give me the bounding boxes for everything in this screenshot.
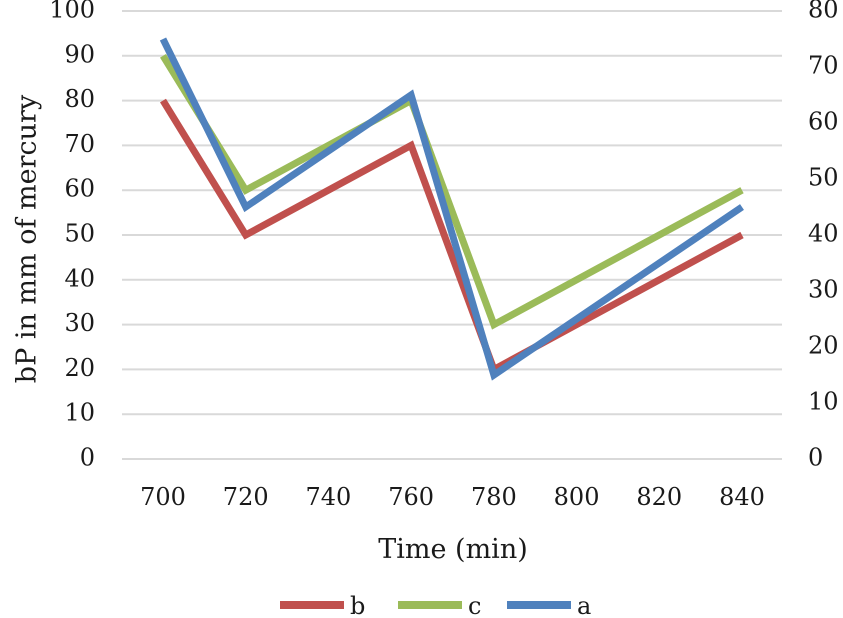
left-y-tick-label: 0	[80, 444, 95, 472]
left-y-tick-label: 100	[49, 0, 95, 24]
left-y-tick-label: 20	[64, 354, 95, 382]
right-y-tick-label: 70	[808, 52, 839, 80]
left-y-tick-label: 40	[64, 264, 95, 292]
series-line-a	[159, 37, 744, 381]
x-tick-label: 700	[140, 483, 186, 511]
left-y-tick-label: 60	[64, 175, 95, 203]
left-y-tick-label: 80	[64, 85, 95, 113]
series-lines	[159, 37, 744, 381]
x-axis-title: Time (min)	[378, 534, 528, 565]
x-tick-label: 840	[719, 483, 765, 511]
legend-label-c: c	[468, 592, 481, 618]
left-y-tick-label: 50	[64, 220, 95, 248]
x-tick-label: 780	[471, 483, 517, 511]
right-y-tick-label: 50	[808, 164, 839, 192]
right-y-tick-label: 60	[808, 108, 839, 136]
right-y-tick-label: 80	[808, 0, 839, 24]
right-y-tick-label: 40	[808, 220, 839, 248]
y-axis-title: bP in mm of mercury	[12, 94, 43, 383]
right-y-tick-label: 0	[808, 444, 823, 472]
legend-label-a: a	[577, 592, 591, 618]
x-tick-labels: 700 720 740 760 780 800 820 840	[140, 483, 765, 511]
right-y-tick-label: 20	[808, 332, 839, 360]
left-y-tick-label: 70	[64, 130, 95, 158]
x-tick-label: 820	[636, 483, 682, 511]
legend-label-b: b	[350, 592, 365, 618]
x-tick-label: 800	[554, 483, 600, 511]
left-y-tick-label: 90	[64, 40, 95, 68]
x-tick-label: 740	[306, 483, 352, 511]
x-tick-label: 760	[388, 483, 434, 511]
left-y-tick-labels: 0 10 20 30 40 50 60 70 80 90 100	[49, 0, 95, 472]
left-y-tick-label: 30	[64, 309, 95, 337]
right-y-tick-labels: 0 10 20 30 40 50 60 70 80	[808, 0, 839, 472]
right-y-tick-label: 30	[808, 276, 839, 304]
left-y-tick-label: 10	[64, 399, 95, 427]
right-y-tick-label: 10	[808, 388, 839, 416]
x-tick-label: 720	[223, 483, 269, 511]
series-line-b	[160, 98, 744, 375]
